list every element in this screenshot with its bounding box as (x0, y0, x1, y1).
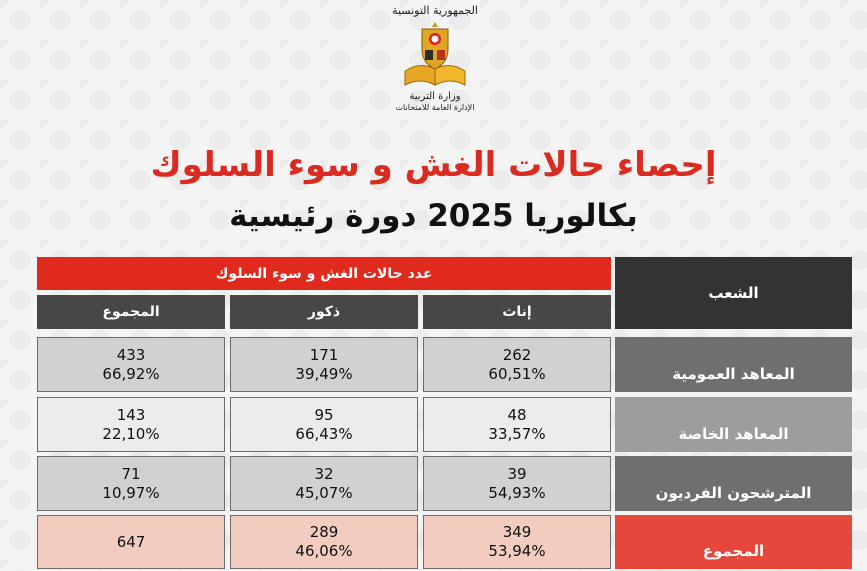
row-label-private-schools: المعاهد الخاصة (615, 397, 852, 452)
table-cell: 95 66,43% (230, 397, 418, 452)
column-header-male: ذكور (230, 295, 418, 329)
cell-count: 289 (309, 523, 339, 541)
table-cell: 171 39,49% (230, 337, 418, 392)
column-header-female: إناث (423, 295, 611, 329)
table-cell: 349 53,94% (423, 515, 611, 569)
cell-percent: 39,49% (295, 364, 353, 383)
cell-percent: 45,07% (295, 483, 353, 502)
cell-percent: 54,93% (488, 483, 546, 502)
cell-percent: 53,94% (488, 542, 546, 560)
cell-count: 171 (309, 345, 339, 364)
ministry-emblem: الجمهورية التونسية وزارة التربية الإدارة… (390, 3, 480, 133)
tunisia-seal-icon (404, 22, 466, 86)
table-cell: 262 60,51% (423, 337, 611, 392)
cell-count: 95 (314, 405, 334, 424)
branches-header: الشعب (615, 257, 852, 329)
column-header-total: المجموع (37, 295, 225, 329)
page-title: إحصاء حالات الغش و سوء السلوك (150, 145, 717, 185)
cell-count: 143 (116, 405, 146, 424)
table-cell: 289 46,06% (230, 515, 418, 569)
group-header: عدد حالات الغش و سوء السلوك (37, 257, 611, 290)
republic-name: الجمهورية التونسية (392, 4, 478, 17)
cell-percent: 46,06% (295, 542, 353, 560)
cell-percent: 66,43% (295, 424, 353, 443)
row-label-total: المجموع (615, 515, 852, 569)
ministry-name: وزارة التربية (409, 91, 461, 103)
table-cell: 433 66,92% (37, 337, 225, 392)
cell-count: 647 (116, 532, 146, 551)
row-label-individual-candidates: المترشحون الفرديون (615, 456, 852, 511)
cell-percent: 22,10% (102, 424, 160, 443)
cell-percent: 33,57% (488, 424, 546, 443)
cell-count: 48 (507, 405, 527, 424)
table-cell: 143 22,10% (37, 397, 225, 452)
cell-percent: 66,92% (102, 364, 160, 383)
row-label-public-schools: المعاهد العمومية (615, 337, 852, 392)
cell-percent: 10,97% (102, 483, 160, 502)
table-cell: 71 10,97% (37, 456, 225, 511)
table-cell: 48 33,57% (423, 397, 611, 452)
page-header: الجمهورية التونسية وزارة التربية الإدارة… (0, 0, 867, 250)
cell-count: 262 (502, 345, 532, 364)
table-cell: 647 (37, 515, 225, 569)
cell-count: 433 (116, 345, 146, 364)
table-cell: 39 54,93% (423, 456, 611, 511)
page-subtitle: بكالوريا 2025 دورة رئيسية (229, 198, 638, 234)
cell-count: 32 (314, 464, 334, 483)
cell-percent: 60,51% (488, 364, 546, 383)
cell-count: 39 (507, 464, 527, 483)
directorate-name: الإدارة العامة للامتحانات (395, 103, 475, 113)
table-cell: 32 45,07% (230, 456, 418, 511)
cell-count: 349 (502, 523, 532, 541)
cell-count: 71 (121, 464, 141, 483)
